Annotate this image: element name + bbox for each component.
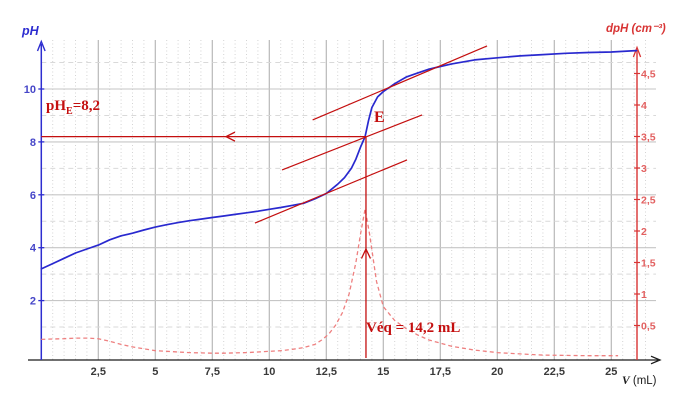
ph-e-prefix: pH bbox=[46, 98, 67, 114]
x-tick-label: 10 bbox=[263, 366, 275, 378]
y-right-axis-arrow bbox=[632, 45, 642, 58]
x-tick-label: 5 bbox=[152, 366, 158, 378]
x-axis-arrow bbox=[650, 355, 662, 365]
y-right-tick-label: 1 bbox=[641, 289, 647, 301]
y-right-tick-label: 3,5 bbox=[641, 132, 656, 144]
equivalence-ph-annotation: pHE=8,2 bbox=[46, 98, 100, 117]
y-left-tick-label: 2 bbox=[30, 296, 36, 308]
y-left-tick-label: 8 bbox=[30, 137, 36, 149]
y-right-tick-label: 4,5 bbox=[641, 69, 656, 81]
y-left-axis-label: pH bbox=[22, 24, 39, 38]
tangent-line bbox=[281, 114, 423, 171]
y-right-axis-label: dpH (cm⁻³) bbox=[606, 21, 666, 35]
y-left-tick-label: 10 bbox=[24, 84, 36, 96]
x-tick-label: 2,5 bbox=[91, 366, 106, 378]
x-tick-label: 15 bbox=[377, 366, 389, 378]
x-tick-label: 22,5 bbox=[544, 366, 565, 378]
y-right-tick-label: 4 bbox=[641, 100, 647, 112]
x-axis-name: V bbox=[622, 375, 630, 387]
derivative-curve bbox=[41, 208, 619, 357]
tangent-line bbox=[254, 159, 408, 224]
y-right-tick-label: 3 bbox=[641, 163, 647, 175]
x-axis-unit: (mL) bbox=[629, 375, 657, 387]
equivalence-point-label: E bbox=[374, 109, 385, 126]
y-left-axis-arrow bbox=[36, 39, 46, 52]
y-right-axis-name: dpH bbox=[606, 23, 629, 35]
y-right-tick-label: 1,5 bbox=[641, 258, 656, 270]
x-tick-label: 12,5 bbox=[316, 366, 337, 378]
y-right-tick-label: 2,5 bbox=[641, 195, 656, 207]
hline-left-arrow bbox=[224, 131, 236, 142]
y-right-tick-label: 2 bbox=[641, 226, 647, 238]
x-tick-label: 17,5 bbox=[430, 366, 451, 378]
tangent-line bbox=[312, 45, 488, 121]
y-left-tick-label: 6 bbox=[30, 190, 36, 202]
y-right-axis-unit: (cm⁻³) bbox=[628, 23, 666, 35]
x-tick-label: 20 bbox=[491, 366, 503, 378]
y-right-tick-label: 0,5 bbox=[641, 321, 656, 333]
ph-e-value: =8,2 bbox=[72, 98, 100, 114]
ph-curve bbox=[40, 49, 638, 270]
x-tick-label: 25 bbox=[605, 366, 617, 378]
equivalence-volume-annotation: Véq = 14,2 mL bbox=[366, 320, 461, 336]
x-tick-label: 7,5 bbox=[205, 366, 220, 378]
x-axis-label: V (mL) bbox=[622, 375, 657, 387]
y-left-tick-label: 4 bbox=[30, 243, 37, 255]
ph-e-subscript: E bbox=[66, 106, 73, 117]
vline-up-arrow bbox=[360, 247, 372, 259]
